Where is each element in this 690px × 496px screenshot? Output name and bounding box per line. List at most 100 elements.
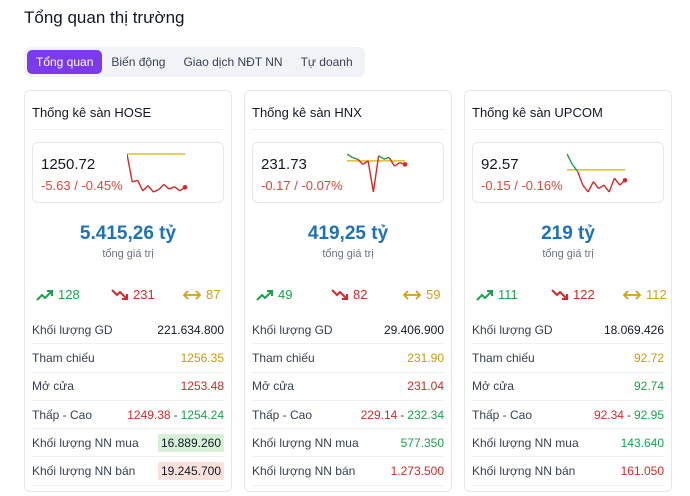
low-value: 92.34 bbox=[593, 407, 624, 422]
stat-value: 1256.35 bbox=[180, 350, 224, 365]
sparkline-segment bbox=[571, 163, 579, 172]
tab-proprietary[interactable]: Tự doanh bbox=[300, 55, 353, 69]
stat-row-reference: Tham chiếu 231.90 bbox=[252, 344, 444, 373]
stat-row-foreign-buy: Khối lượng NN mua 143.640 bbox=[472, 429, 664, 458]
sparkline-segment bbox=[132, 179, 138, 183]
unchanged-value: 87 bbox=[206, 287, 221, 302]
stat-row-foreign-buy: Khối lượng NN mua 16.889.260 bbox=[32, 429, 224, 458]
stat-label: Khối lượng GD bbox=[32, 322, 113, 337]
unchanged-count: 87 bbox=[182, 287, 220, 302]
sparkline-chart bbox=[567, 153, 628, 193]
stat-row-low-high: Thấp - Cao 1249.38-1254.24 bbox=[32, 401, 224, 430]
card-title: Thống kê sàn UPCOM bbox=[472, 105, 603, 120]
stat-row-open: Mở cửa 1253.48 bbox=[32, 373, 224, 401]
sparkline-segment bbox=[592, 181, 600, 189]
sparkline-segment bbox=[136, 179, 144, 192]
stat-row-foreign-buy: Khối lượng NN mua 577.350 bbox=[252, 429, 444, 458]
stat-label: Tham chiếu bbox=[32, 350, 95, 365]
sparkline-segment bbox=[372, 155, 380, 193]
breadth-counts: 128 231 87 bbox=[32, 287, 224, 305]
unchanged-value: 112 bbox=[646, 287, 667, 302]
stat-row-low-high: Thấp - Cao 229.14-232.34 bbox=[252, 401, 444, 430]
stat-label: Tham chiếu bbox=[252, 350, 315, 365]
stat-label: Khối lượng NN bán bbox=[472, 464, 576, 479]
stat-label: Khối lượng GD bbox=[252, 322, 333, 337]
index-change: -0.17 / -0.07% bbox=[261, 178, 343, 193]
sparkline-segment bbox=[142, 185, 149, 192]
page-title: Tổng quan thị trường bbox=[24, 8, 185, 27]
sparkline-segment bbox=[347, 153, 353, 159]
stats-table: Khối lượng GD 221.634.800 Tham chiếu 1256.… bbox=[32, 316, 224, 486]
stat-label: Tham chiếu bbox=[472, 350, 535, 365]
card-title: Thống kê sàn HNX bbox=[252, 105, 362, 120]
stat-row-volume: Khối lượng GD 18.069.426 bbox=[472, 316, 664, 345]
flat-arrows-icon bbox=[402, 289, 422, 300]
decliners-value: 231 bbox=[133, 287, 155, 302]
unchanged-value: 59 bbox=[426, 287, 441, 302]
unchanged-count: 112 bbox=[622, 287, 667, 302]
stat-label: Khối lượng NN mua bbox=[252, 435, 359, 450]
sparkline-segment bbox=[598, 184, 605, 190]
stat-row-volume: Khối lượng GD 29.406.900 bbox=[252, 316, 444, 345]
total-value: 219 tỷ bbox=[541, 223, 595, 244]
stat-row-foreign-sell: Khối lượng NN bán 1.273.500 bbox=[252, 457, 444, 486]
sparkline-segment bbox=[582, 184, 589, 193]
stat-label: Mở cửa bbox=[32, 379, 74, 394]
stat-label: Mở cửa bbox=[252, 379, 294, 394]
sparkline-last-point bbox=[182, 184, 188, 190]
stat-value: 16.889.260 bbox=[157, 433, 224, 452]
stat-value: 1253.48 bbox=[180, 379, 224, 394]
trend-down-icon bbox=[551, 288, 568, 300]
advancers-value: 128 bbox=[58, 287, 80, 302]
index-box[interactable]: 1250.72 -5.63 / -0.45% bbox=[32, 142, 224, 203]
breadth-counts: 49 82 59 bbox=[252, 287, 444, 305]
sparkline-segment bbox=[608, 177, 616, 193]
index-box[interactable]: 231.73 -0.17 / -0.07% bbox=[252, 142, 444, 203]
advancers-count: 128 bbox=[36, 287, 80, 302]
stat-row-open: Mở cửa 231.04 bbox=[252, 373, 444, 401]
tab-fluctuation[interactable]: Biến động bbox=[111, 55, 166, 69]
stat-value: 18.069.426 bbox=[603, 322, 664, 337]
decliners-value: 122 bbox=[573, 287, 595, 302]
total-value: 419,25 tỷ bbox=[307, 223, 389, 244]
stat-row-reference: Tham chiếu 92.72 bbox=[472, 344, 664, 373]
index-value: 92.57 bbox=[481, 156, 519, 173]
sparkline-chart bbox=[347, 153, 408, 193]
trend-up-icon bbox=[36, 289, 53, 301]
sparkline-segment bbox=[576, 171, 584, 186]
stat-row-foreign-sell: Khối lượng NN bán 161.050 bbox=[472, 457, 664, 486]
total-value: 5.415,26 tỷ bbox=[79, 223, 177, 244]
stat-label: Khối lượng GD bbox=[472, 322, 553, 337]
stat-value: 1.273.500 bbox=[390, 464, 444, 479]
tab-overview[interactable]: Tổng quan bbox=[27, 50, 103, 74]
total-label: tổng giá trị bbox=[542, 248, 594, 260]
stat-label: Mở cửa bbox=[472, 379, 514, 394]
trend-up-icon bbox=[256, 289, 273, 301]
sparkline-segment bbox=[394, 162, 401, 167]
flat-arrows-icon bbox=[182, 289, 202, 300]
index-change: -5.63 / -0.45% bbox=[41, 178, 123, 193]
sparkline-segment bbox=[127, 154, 133, 183]
market-card-hose: Thống kê sàn HOSE 1250.72 -5.63 / -0.45%… bbox=[24, 90, 232, 492]
stat-value: 577.350 bbox=[400, 435, 444, 450]
market-card-hnx: Thống kê sàn HNX 231.73 -0.17 / -0.07% 4… bbox=[244, 90, 452, 492]
stat-row-foreign-sell: Khối lượng NN bán 19.245.700 bbox=[32, 457, 224, 486]
advancers-count: 49 bbox=[256, 287, 292, 302]
stat-label: Khối lượng NN mua bbox=[472, 435, 579, 450]
tab-foreign-trading[interactable]: Giao dịch NĐT NN bbox=[183, 55, 283, 69]
high-value: 92.95 bbox=[633, 407, 664, 422]
divider bbox=[32, 129, 224, 130]
stats-table: Khối lượng GD 29.406.900 Tham chiếu 231.90… bbox=[252, 316, 444, 486]
stat-value: 92.74 bbox=[633, 379, 664, 394]
stat-value: 92.72 bbox=[633, 350, 664, 365]
divider bbox=[252, 129, 444, 130]
sparkline-segment bbox=[567, 153, 573, 165]
flat-arrows-icon bbox=[622, 289, 642, 300]
index-box[interactable]: 92.57 -0.15 / -0.16% bbox=[472, 142, 664, 203]
advancers-value: 111 bbox=[498, 287, 518, 302]
stat-value: 221.634.800 bbox=[157, 322, 224, 337]
sparkline-segment bbox=[357, 158, 364, 165]
sparkline-segment bbox=[352, 156, 358, 160]
sparkline-segment bbox=[367, 160, 375, 193]
sparkline-last-point bbox=[402, 162, 408, 167]
